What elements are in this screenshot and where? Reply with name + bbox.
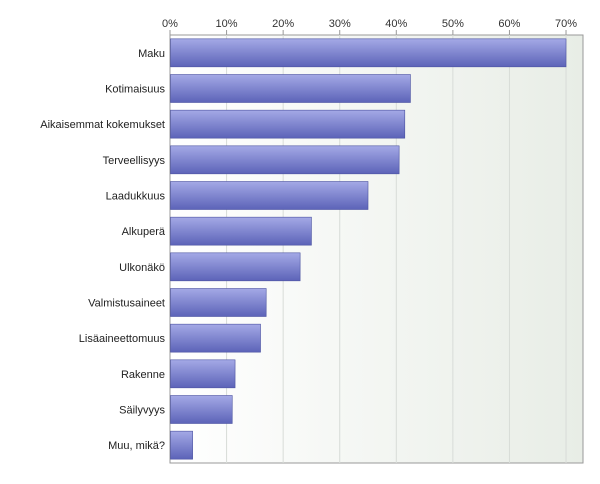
bar <box>170 145 400 175</box>
bar <box>170 323 261 353</box>
x-tick-label: 40% <box>385 18 407 30</box>
grid-lines <box>226 35 567 463</box>
category-label: Terveellisyys <box>103 155 166 167</box>
category-label: Aikaisemmat kokemukset <box>40 119 165 131</box>
bar <box>170 38 567 68</box>
bar <box>170 74 411 103</box>
bar <box>170 181 369 210</box>
x-axis-ticks: 0% 10% 20% 30% 40% 50% 60% 70% <box>162 18 577 35</box>
bars <box>170 38 567 460</box>
category-labels: Maku Kotimaisuus Aikaisemmat kokemukset Ter… <box>40 48 166 452</box>
x-tick-label: 50% <box>442 18 464 30</box>
bar <box>170 216 312 246</box>
x-tick-label: 60% <box>498 18 520 30</box>
category-label: Muu, mikä? <box>108 440 165 452</box>
category-label: Kotimaisuus <box>105 84 165 96</box>
x-tick-label: 30% <box>329 18 351 30</box>
bar <box>170 430 193 460</box>
category-label: Säilyvyys <box>119 405 165 417</box>
category-label: Valmistusaineet <box>88 298 165 310</box>
bar <box>170 395 233 424</box>
category-label: Ulkonäkö <box>119 262 165 274</box>
category-label: Lisäaineettomuus <box>79 333 166 345</box>
category-label: Laadukkuus <box>106 191 166 203</box>
x-tick-label: 20% <box>272 18 294 30</box>
plot-area <box>169 34 584 464</box>
x-tick-label: 10% <box>216 18 238 30</box>
x-tick-label: 70% <box>555 18 577 30</box>
bar <box>170 359 236 389</box>
bar <box>170 109 406 139</box>
bar <box>170 288 267 317</box>
bar <box>170 252 301 282</box>
x-tick-label: 0% <box>162 18 178 30</box>
category-label: Maku <box>138 48 165 60</box>
category-label: Rakenne <box>121 369 165 381</box>
category-label: Alkuperä <box>122 226 166 238</box>
